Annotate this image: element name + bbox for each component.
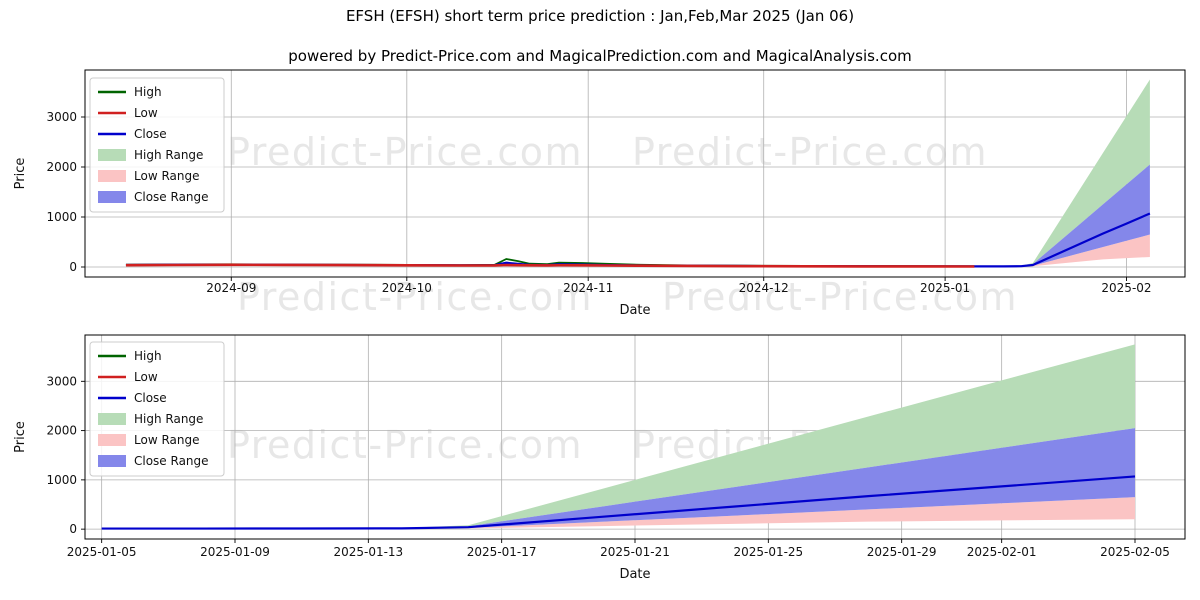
x-tick-label: 2024-10 (382, 281, 432, 295)
legend-label: High Range (134, 148, 203, 162)
y-tick-label: 3000 (46, 374, 77, 388)
legend-swatch-close-range (98, 455, 126, 467)
y-tick-label: 2000 (46, 424, 77, 438)
chart-subtitle: powered by Predict-Price.com and Magical… (288, 47, 912, 65)
legend-label: Low Range (134, 433, 199, 447)
x-tick-label: 2025-01-21 (600, 545, 670, 559)
x-tick-label: 2025-01-17 (467, 545, 537, 559)
legend-swatch-close-range (98, 191, 126, 203)
legend-label: Low (134, 106, 158, 120)
legend-label: High (134, 85, 162, 99)
y-tick-label: 1000 (46, 473, 77, 487)
y-tick-label: 3000 (46, 110, 77, 124)
watermark-text: Predict-Price.com (227, 423, 583, 467)
band-close-range (968, 164, 1150, 267)
x-tick-label: 2024-09 (206, 281, 256, 295)
legend-label: Close Range (134, 454, 209, 468)
x-tick-label: 2025-01-13 (333, 545, 403, 559)
x-tick-label: 2024-11 (563, 281, 613, 295)
legend-label: Close (134, 391, 167, 405)
x-tick-label: 2025-01-09 (200, 545, 270, 559)
legend-label: Low Range (134, 169, 199, 183)
band-high-range (101, 344, 1136, 529)
band-close-range (101, 428, 1136, 529)
band-low-range (101, 497, 1136, 529)
legend-swatch-low-range (98, 170, 126, 182)
x-tick-label: 2025-02 (1101, 281, 1151, 295)
x-tick-label: 2025-01 (920, 281, 970, 295)
x-tick-label: 2024-12 (739, 281, 789, 295)
plot-data-area (125, 79, 1151, 268)
x-axis-label: Date (619, 303, 650, 318)
plot-data-area (101, 344, 1136, 530)
legend-label: Low (134, 370, 158, 384)
x-tick-label: 2025-02-01 (967, 545, 1037, 559)
line-close (125, 212, 1151, 268)
legend-label: High Range (134, 412, 203, 426)
watermark-text: Predict-Price.com (237, 275, 593, 319)
band-low-range (968, 234, 1150, 267)
x-tick-label: 2025-01-05 (67, 545, 137, 559)
legend-swatch-high-range (98, 149, 126, 161)
y-tick-label: 1000 (46, 210, 77, 224)
band-high-range (968, 79, 1150, 267)
top-chart-price-history-and-prediction: Predict-Price.com Predict-Price.comPredic… (13, 69, 1186, 319)
watermark-text: Predict-Price.com (662, 275, 1018, 319)
y-tick-label: 0 (69, 522, 77, 536)
axes-spines (84, 69, 1186, 278)
y-tick-label: 0 (69, 260, 77, 274)
x-axis-label: Date (619, 567, 650, 582)
legend-swatch-high-range (98, 413, 126, 425)
x-tick-label: 2025-02-05 (1100, 545, 1170, 559)
x-tick-label: 2025-01-25 (733, 545, 803, 559)
chart-title: EFSH (EFSH) short term price prediction … (345, 7, 855, 25)
bottom-chart-prediction-zoom: Predict-Price.comPredict-Price.com2025-0… (13, 334, 1186, 582)
x-tick-label: 2025-01-29 (867, 545, 937, 559)
legend-label: Close (134, 127, 167, 141)
y-tick-label: 2000 (46, 160, 77, 174)
legend-label: High (134, 349, 162, 363)
line-close (101, 475, 1136, 530)
y-axis-label: Price (13, 421, 28, 453)
legend-swatch-low-range (98, 434, 126, 446)
legend-label: Close Range (134, 190, 209, 204)
line-low (125, 263, 975, 268)
y-axis-label: Price (13, 158, 28, 190)
